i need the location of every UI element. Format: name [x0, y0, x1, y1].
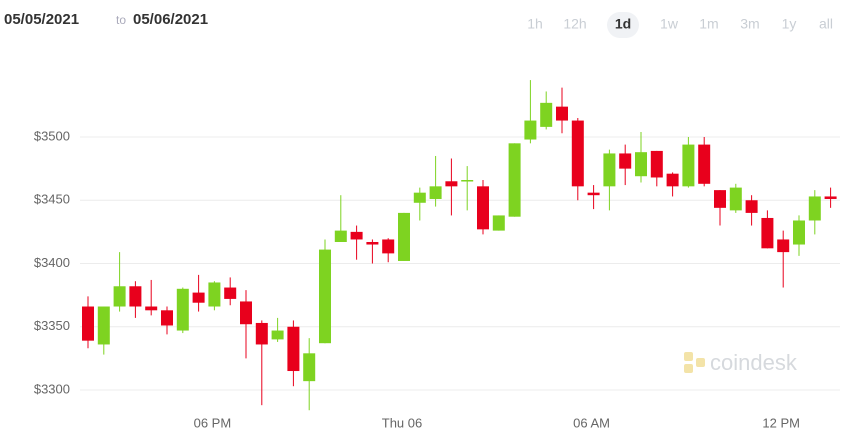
candle-body — [603, 153, 616, 187]
candle-body — [350, 231, 363, 240]
candle-body — [571, 120, 584, 187]
candle-body — [666, 173, 679, 187]
candle-body — [334, 230, 347, 242]
date-to: 05/06/2021 — [133, 11, 208, 28]
y-tick-label: $3300 — [34, 381, 70, 396]
candle-body — [224, 287, 237, 299]
candle-body — [97, 306, 110, 345]
y-tick-label: $3400 — [34, 255, 70, 270]
x-tick-label: Thu 06 — [382, 415, 422, 430]
candle-body — [793, 220, 805, 245]
candle-body — [714, 190, 726, 208]
candle-body — [82, 306, 94, 341]
candle-body — [398, 212, 410, 261]
candle-body — [445, 181, 458, 187]
candle-body — [508, 143, 521, 217]
candle-body — [240, 301, 252, 325]
candle-body — [540, 102, 553, 127]
candle-body — [477, 186, 489, 230]
candle-body — [729, 187, 742, 211]
y-tick-label: $3350 — [34, 318, 70, 333]
range-button[interactable]: 1d — [615, 16, 631, 32]
date-from: 05/05/2021 — [4, 11, 79, 28]
range-selected-bg — [607, 12, 639, 38]
candle-body — [619, 153, 632, 169]
candle-body — [698, 144, 711, 184]
range-button[interactable]: 1y — [782, 16, 797, 32]
candle-body — [303, 353, 316, 382]
candle-body — [366, 241, 379, 245]
x-tick-label: 06 PM — [194, 415, 232, 430]
candle-body — [382, 239, 395, 254]
candle-body — [113, 286, 126, 307]
watermark-text: coindesk — [710, 350, 798, 375]
candle-body — [524, 120, 537, 140]
candle-body — [129, 286, 142, 307]
range-button[interactable]: 3m — [740, 16, 759, 32]
candle-body — [761, 217, 774, 249]
candle-body — [556, 106, 568, 121]
candle-body — [777, 239, 790, 253]
date-to-word: to — [116, 13, 126, 27]
range-button[interactable]: 12h — [563, 16, 586, 32]
candle-body — [461, 180, 474, 182]
x-tick-label: 06 AM — [573, 415, 610, 430]
range-button[interactable]: all — [819, 16, 833, 32]
candle-body — [587, 192, 600, 196]
range-button[interactable]: 1m — [699, 16, 718, 32]
candle-body — [492, 215, 505, 231]
watermark-icon — [696, 358, 705, 367]
range-button[interactable]: 1w — [660, 16, 679, 32]
range-button[interactable]: 1h — [527, 16, 543, 32]
candle-body — [145, 306, 158, 311]
watermark: coindesk — [684, 350, 798, 375]
candle-body — [192, 292, 205, 303]
candle-body — [824, 196, 837, 199]
candle-body — [319, 249, 331, 344]
candle-body — [255, 322, 268, 345]
y-tick-label: $3500 — [34, 128, 70, 143]
candle-body — [682, 144, 695, 187]
candle-body — [208, 282, 221, 307]
candle-body — [161, 310, 173, 326]
watermark-icon — [684, 352, 693, 361]
x-tick-label: 12 PM — [762, 415, 800, 430]
candle-body — [650, 150, 663, 178]
watermark-icon — [684, 364, 693, 373]
candle-body — [429, 186, 442, 199]
candle-body — [413, 192, 426, 203]
candle-body — [635, 152, 647, 177]
candle-body — [745, 200, 758, 213]
y-tick-label: $3450 — [34, 192, 70, 207]
candle-body — [176, 288, 189, 331]
candle-body — [808, 196, 821, 221]
candle-body — [271, 330, 284, 340]
candle-body — [287, 326, 300, 372]
